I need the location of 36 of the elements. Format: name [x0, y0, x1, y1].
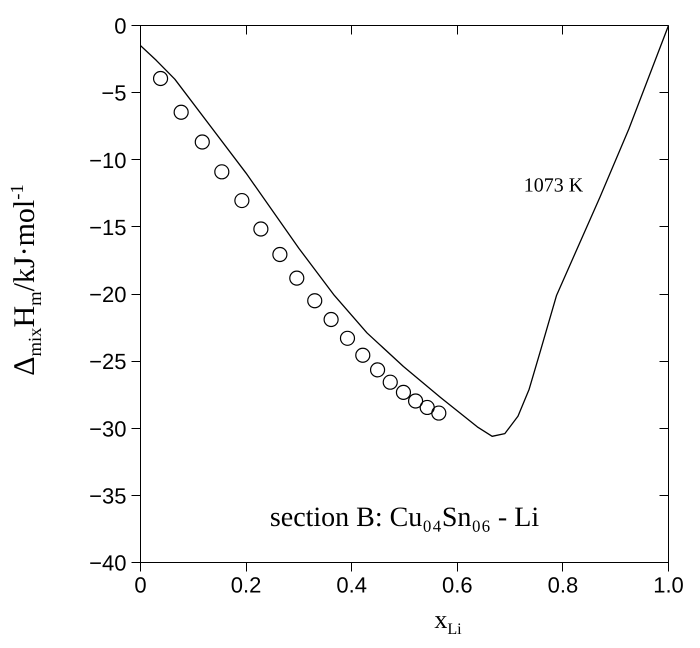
point	[340, 330, 356, 346]
x-tick-label: 0.8	[548, 572, 578, 598]
point	[420, 400, 435, 416]
x-tick-label: 0.2	[230, 572, 262, 598]
annotation: section B: Cu₀₄Sn₀₆ - Li	[270, 502, 540, 533]
x-tick-label: 0	[134, 572, 147, 598]
point	[307, 293, 322, 308]
x-tick-label: 0.6	[442, 572, 473, 598]
point	[253, 221, 268, 237]
annotation: 1073 K	[524, 174, 584, 196]
y-tick-label: −5	[101, 80, 127, 106]
point	[194, 134, 210, 150]
point	[174, 104, 189, 120]
x-tick-label: 1.0	[653, 572, 684, 598]
point	[382, 374, 398, 390]
point	[324, 312, 339, 328]
point	[152, 70, 168, 86]
point	[272, 246, 288, 262]
y-tick-label: −20	[89, 282, 127, 307]
y-tick-label: −35	[89, 483, 127, 508]
x-axis-title: x$_{Li}$	[434, 605, 462, 638]
point	[355, 348, 370, 363]
x-tick-label: 0.4	[336, 572, 367, 598]
y-tick-label: 0	[114, 14, 127, 38]
point	[289, 270, 304, 286]
point	[214, 164, 230, 180]
point	[396, 384, 412, 400]
y-tick-label: −15	[89, 214, 127, 240]
y-tick-label: −25	[89, 349, 127, 374]
point	[408, 393, 424, 409]
y-tick-label: −40	[89, 550, 127, 576]
y-tick-label: −30	[89, 416, 127, 442]
y-tick-label: −10	[89, 148, 127, 173]
point	[370, 362, 386, 378]
point	[431, 405, 446, 421]
point	[234, 192, 250, 208]
